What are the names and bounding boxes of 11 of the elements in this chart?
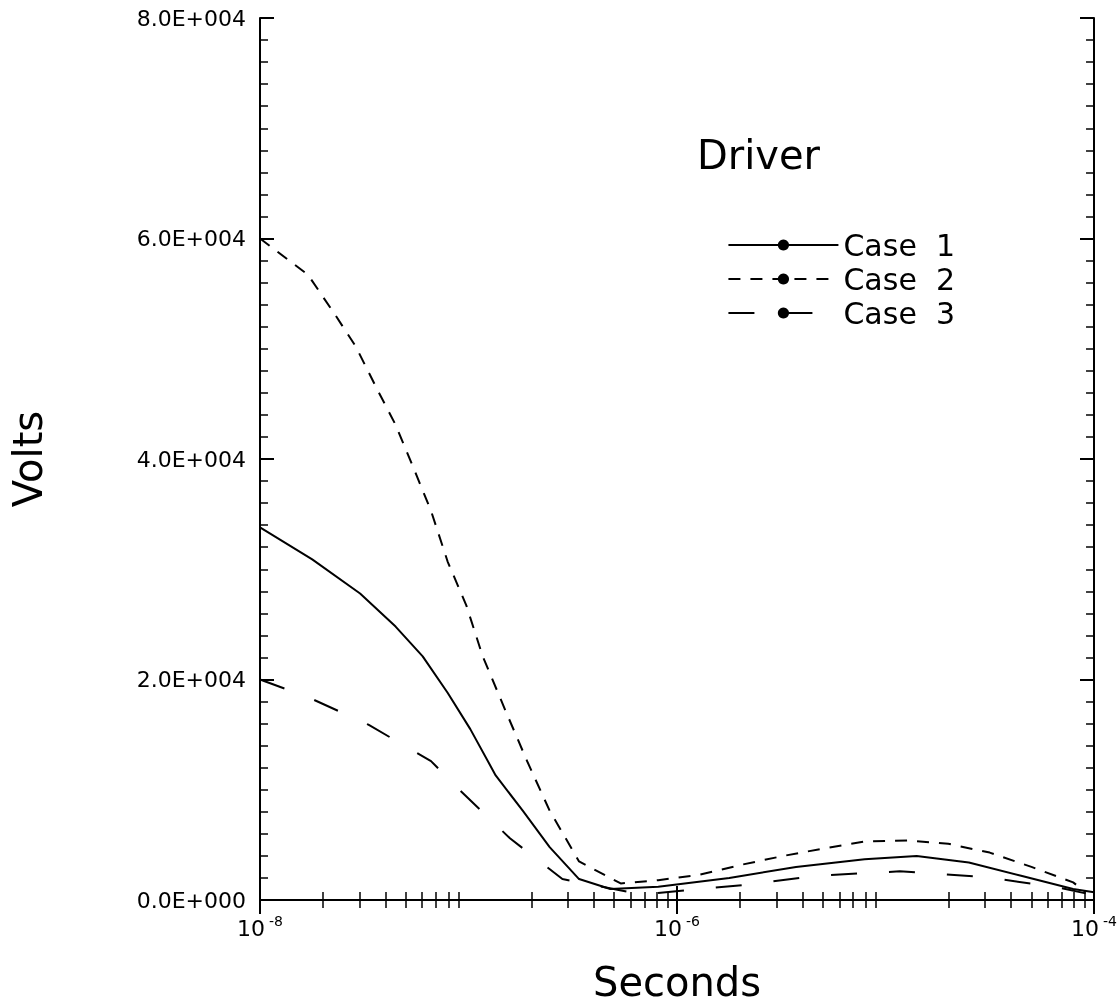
y-tick-label: 6.0E+004 <box>136 226 246 251</box>
y-axis-title: Volts <box>5 410 51 508</box>
x-axis-title: Seconds <box>592 959 762 1005</box>
legend-label: Case 3 <box>843 295 955 331</box>
y-tick-label: 4.0E+004 <box>136 446 246 472</box>
legend-title: Driver <box>696 132 821 178</box>
legend-label: Case 2 <box>843 261 955 297</box>
y-tick-label: 2.0E+004 <box>136 667 246 692</box>
y-tick-label: 0.0E+000 <box>136 887 246 913</box>
y-tick-label: 8.0E+004 <box>136 5 246 31</box>
legend-label: Case 1 <box>843 227 955 263</box>
